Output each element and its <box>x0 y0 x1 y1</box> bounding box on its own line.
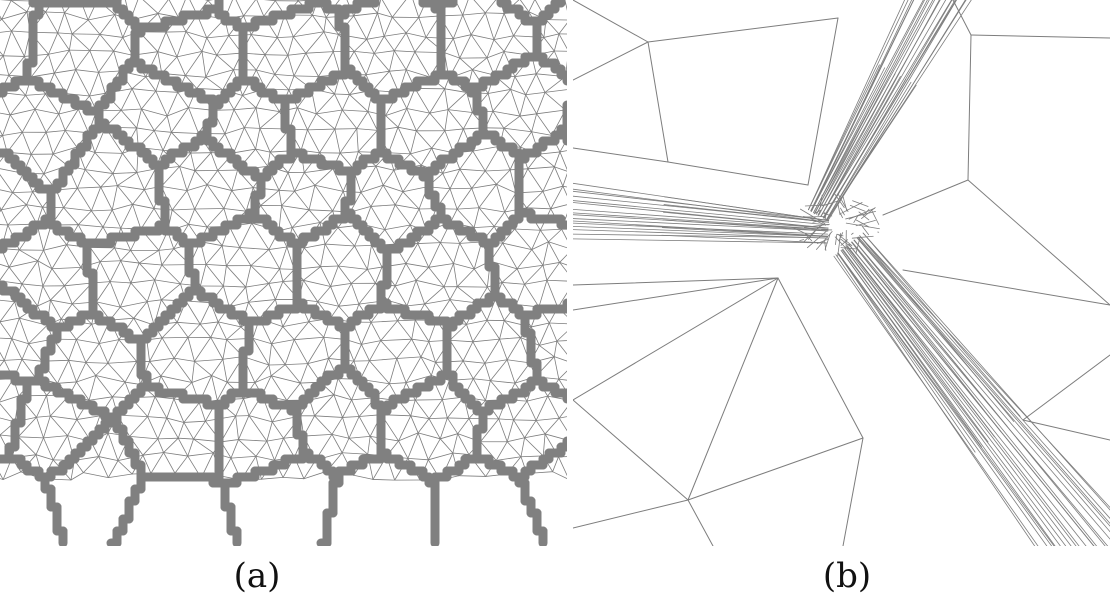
panel-b-junction-zoom <box>573 0 1110 546</box>
junction-mesh-drawing <box>573 0 1110 546</box>
cell-boundaries <box>0 0 567 546</box>
caption-b: (b) <box>822 556 872 596</box>
panel-a-voronoi-mesh <box>0 0 567 546</box>
voronoi-mesh-drawing <box>0 0 567 546</box>
caption-a: (a) <box>233 556 281 596</box>
anisotropic-mesh <box>573 0 1110 546</box>
